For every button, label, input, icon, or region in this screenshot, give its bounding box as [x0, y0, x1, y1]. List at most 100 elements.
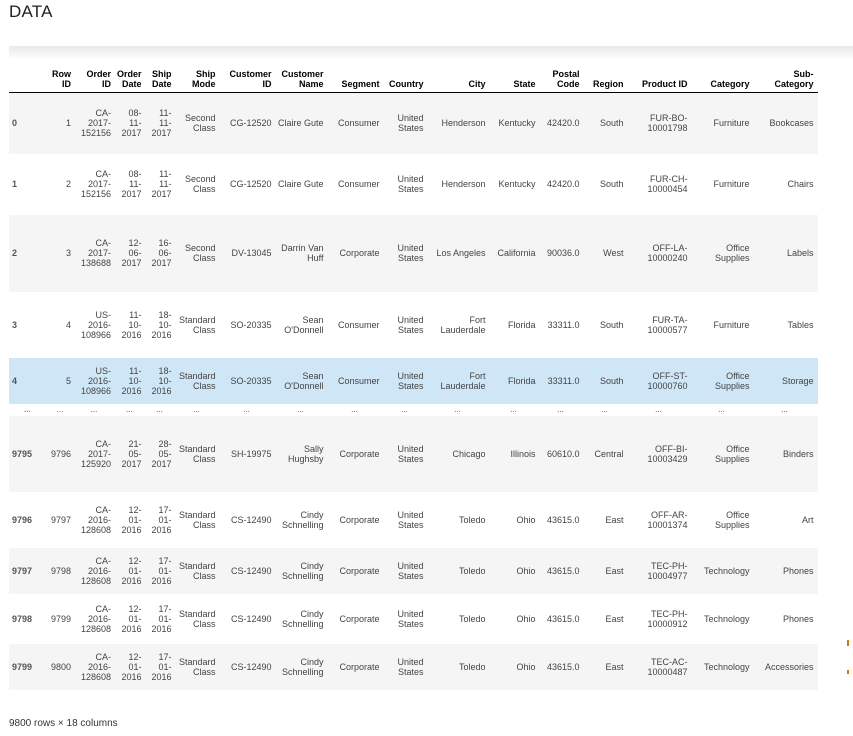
row-index-cell: 2	[12, 248, 18, 258]
cell-ship-date: 17-01-2016	[151, 555, 172, 586]
cell-product-id: ...	[655, 404, 662, 414]
cell-country: United States	[397, 560, 424, 581]
cell-ship-date: 18-10-2016	[151, 309, 172, 340]
cell-customer-id: CG-12520	[229, 118, 272, 129]
cell-postal-code: 43615.0	[546, 613, 580, 624]
cell-order-date: 12-01-2016	[121, 603, 142, 634]
cell-order-id: CA-2016-128608	[80, 603, 111, 634]
cell-segment: ...	[351, 404, 358, 414]
cell-city: Fort Lauderdale	[440, 314, 486, 335]
cell-product-id: OFF-LA-10000240	[647, 243, 688, 263]
cell-product-id: TEC-PH-10000912	[647, 608, 688, 629]
cell-ship-date: 17-01-2016	[151, 651, 172, 682]
cell-region: South	[599, 375, 624, 386]
cell-state: Kentucky	[498, 118, 536, 129]
cell-customer-name: ...	[297, 404, 304, 414]
cell-sub-category: Tables	[787, 319, 814, 330]
cell-sub-category: Binders	[783, 448, 814, 459]
cell-postal-code: 33311.0	[547, 319, 580, 330]
cell-segment: Corporate	[339, 565, 380, 576]
cell-postal-code: 43615.0	[546, 514, 580, 525]
cell-postal-code: 43615.0	[546, 661, 580, 672]
cell-product-id: FUR-CH-10000454	[647, 174, 688, 194]
cell-country: ...	[401, 404, 408, 414]
cell-region: East	[605, 613, 624, 624]
cell-customer-name: Sally Hughsby	[287, 443, 324, 464]
cell-order-id: CA-2016-128608	[80, 555, 111, 586]
cell-country: United States	[397, 509, 424, 530]
cell-sub-category: Chairs	[787, 179, 814, 189]
cell-state: Ohio	[516, 661, 536, 672]
cell-product-id: FUR-BO-10001798	[647, 113, 688, 134]
cell-city: Toledo	[458, 514, 486, 525]
cell-segment: Corporate	[339, 613, 380, 624]
cell-ship-date: 28-05-2017	[151, 438, 172, 469]
cell-ship-date: 17-01-2016	[151, 504, 172, 535]
cell-sub-category: Art	[802, 514, 814, 525]
table-row: 1 2 CA-2017-152156 08-11-2017 11-11-2017 Seco…	[9, 154, 818, 215]
cell-ship-mode: Standard Class	[178, 656, 216, 677]
page-title: DATA	[9, 2, 53, 21]
cell-customer-name: Sean O'Donnell	[284, 314, 324, 335]
cell-ship-mode: ...	[193, 404, 200, 414]
cell-sub-category: Phones	[782, 565, 814, 576]
cell-order-id: US-2016-108966	[80, 309, 111, 340]
cell-category: Furniture	[713, 118, 750, 129]
cell-order-id: CA-2017-125920	[80, 438, 111, 469]
cell-segment: Corporate	[339, 448, 380, 459]
cell-order-date: 21-05-2017	[121, 438, 142, 469]
cell-state: Ohio	[516, 514, 536, 525]
cell-row-id: 9798	[50, 565, 71, 576]
cell-city: Los Angeles	[436, 248, 486, 258]
cell-customer-id: SO-20335	[230, 319, 272, 330]
cell-postal-code: 90036.0	[546, 248, 580, 258]
cell-region: South	[599, 319, 624, 330]
column-header-segment: Segment	[327, 60, 384, 93]
cell-category: Technology	[703, 565, 750, 576]
cell-segment: Corporate	[339, 514, 380, 525]
cell-product-id: TEC-AC-10000487	[647, 656, 688, 677]
cell-segment: Consumer	[338, 118, 380, 129]
cell-segment: Corporate	[339, 248, 380, 258]
cell-region: South	[599, 179, 624, 189]
cell-region: Central	[594, 448, 624, 459]
cell-row-id: 9799	[50, 613, 71, 624]
cell-ship-date: 18-10-2016	[151, 365, 172, 396]
cell-region: ...	[601, 404, 608, 414]
cell-customer-name: Claire Gute	[277, 179, 324, 189]
cell-region: South	[599, 118, 624, 129]
cell-ship-mode: Standard Class	[178, 608, 216, 629]
column-header-idx	[9, 60, 47, 93]
row-index-cell: 3	[12, 319, 18, 330]
cell-ship-mode: Standard Class	[178, 509, 216, 530]
cell-order-date: 12-01-2016	[121, 504, 142, 535]
cell-state: Florida	[508, 319, 536, 330]
cell-postal-code: 43615.0	[546, 565, 580, 576]
cell-category: Office Supplies	[714, 443, 750, 464]
cell-country: United States	[397, 656, 424, 677]
column-header-ship-date: Ship Date	[145, 60, 176, 93]
scroll-marker	[847, 670, 849, 674]
cell-order-date: 11-10-2016	[121, 309, 142, 340]
cell-sub-category: Bookcases	[769, 118, 814, 129]
cell-postal-code: 60610.0	[546, 448, 580, 459]
cell-country: United States	[397, 608, 424, 629]
cell-customer-id: CS-12490	[230, 514, 272, 525]
cell-ship-date: 17-01-2016	[151, 603, 172, 634]
cell-customer-name: Sean O'Donnell	[284, 370, 324, 391]
cell-country: United States	[397, 443, 424, 464]
cell-segment: Corporate	[339, 661, 380, 672]
dataframe-output[interactable]: Row ID Order ID Order Date Ship Date Ship Mo…	[9, 46, 853, 706]
table-row: 0 1 CA-2017-152156 08-11-2017 11-11-2017 Seco…	[9, 92, 818, 154]
cell-city: Henderson	[441, 118, 486, 129]
cell-ship-mode: Second Class	[184, 174, 216, 194]
cell-region: East	[605, 661, 624, 672]
cell-customer-name: Cindy Schnelling	[281, 560, 324, 581]
cell-order-id: US-2016-108966	[80, 365, 111, 396]
cell-row-id: 9797	[50, 514, 71, 525]
cell-state: Ohio	[516, 565, 536, 576]
cell-customer-name: Cindy Schnelling	[281, 608, 324, 629]
cell-ship-date: 11-11-2017	[151, 169, 172, 199]
cell-customer-id: ...	[243, 404, 250, 414]
cell-row-id: 9796	[50, 448, 71, 459]
